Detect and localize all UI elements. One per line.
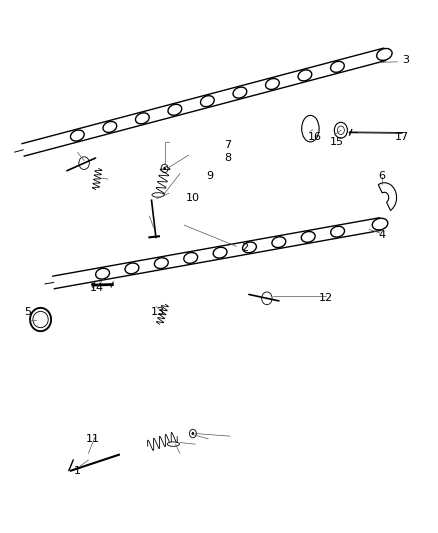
Text: 13: 13 xyxy=(151,306,165,317)
Text: 16: 16 xyxy=(308,132,322,142)
Text: 15: 15 xyxy=(329,137,343,147)
Text: 6: 6 xyxy=(379,172,386,181)
Circle shape xyxy=(163,167,166,170)
Text: 14: 14 xyxy=(90,282,104,293)
Text: 2: 2 xyxy=(241,243,249,253)
Text: 4: 4 xyxy=(378,230,386,240)
Text: 12: 12 xyxy=(318,293,333,303)
Text: 10: 10 xyxy=(186,192,200,203)
Text: 3: 3 xyxy=(403,55,410,64)
Circle shape xyxy=(337,126,344,134)
Text: 7: 7 xyxy=(224,140,231,150)
Text: 8: 8 xyxy=(224,153,231,163)
Ellipse shape xyxy=(152,193,164,197)
Text: 17: 17 xyxy=(395,132,409,142)
Circle shape xyxy=(191,432,194,435)
Text: 9: 9 xyxy=(207,172,214,181)
Ellipse shape xyxy=(167,442,180,446)
Wedge shape xyxy=(378,183,396,211)
Text: 5: 5 xyxy=(24,306,31,317)
Text: 1: 1 xyxy=(74,466,81,475)
Text: 11: 11 xyxy=(86,434,100,444)
